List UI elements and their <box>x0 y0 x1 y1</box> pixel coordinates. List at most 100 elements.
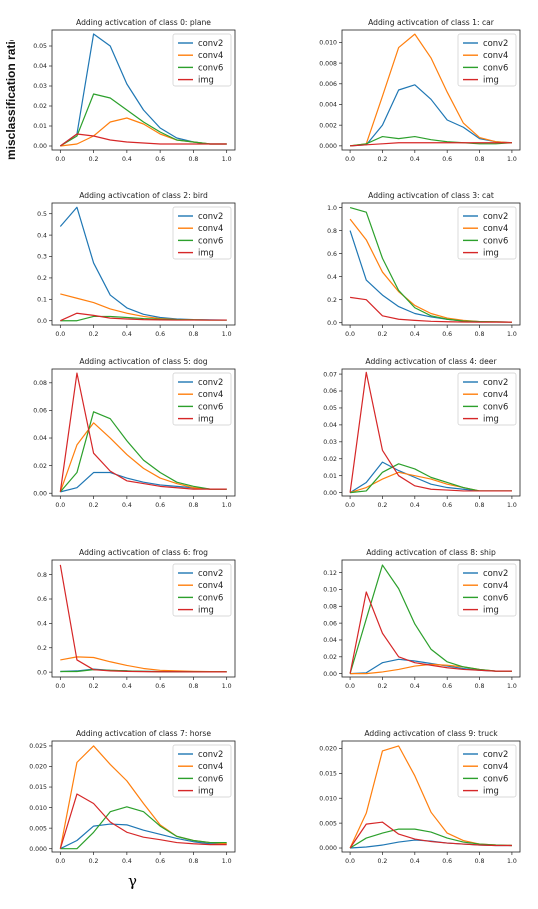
x-tick-label: 0.0 <box>55 331 65 338</box>
axes-frame <box>341 559 521 678</box>
y-tick-label: 0.04 <box>33 63 47 70</box>
y-tick-label: 0.000 <box>319 845 337 852</box>
x-tick-label: 0.8 <box>475 683 485 690</box>
axes-frame <box>341 202 521 326</box>
y-tick-label: 0.04 <box>323 422 337 429</box>
chart-title: Adding activcation of class 6: frog <box>79 548 208 557</box>
legend-entry-conv2: conv2 <box>198 568 223 578</box>
x-tick-label: 0.6 <box>155 502 165 509</box>
axes-frame <box>51 368 236 497</box>
y-tick-label: 0.05 <box>323 405 337 412</box>
x-tick-label: 0.2 <box>378 858 388 865</box>
x-tick-label: 0.6 <box>442 683 452 690</box>
x-tick-label: 0.0 <box>345 683 355 690</box>
series-line-img <box>59 564 227 673</box>
x-tick-label: 0.0 <box>55 858 65 865</box>
y-tick-label: 0.008 <box>319 60 337 67</box>
y-tick-label: 0.06 <box>33 408 47 415</box>
legend-entry-img: img <box>483 414 499 424</box>
y-tick-label: 0.08 <box>323 603 337 610</box>
legend-entry-conv2: conv2 <box>198 749 223 759</box>
x-tick-label: 0.6 <box>442 156 452 163</box>
x-tick-label: 0.8 <box>188 683 198 690</box>
y-tick-label: 0.06 <box>323 388 337 395</box>
y-tick-label: 0.025 <box>29 743 47 750</box>
x-tick-label: 0.8 <box>188 858 198 865</box>
legend-entry-conv4: conv4 <box>198 580 223 590</box>
legend-entry-img: img <box>483 248 499 258</box>
legend-entry-conv4: conv4 <box>198 761 223 771</box>
chart-title: Adding activcation of class 4: deer <box>365 357 497 366</box>
x-tick-label: 0.8 <box>188 502 198 509</box>
legend-box <box>172 206 232 260</box>
y-tick-label: 0.0 <box>37 669 47 676</box>
x-tick-label: 1.0 <box>222 156 232 163</box>
axes-frame <box>51 559 236 678</box>
legend-entry-conv2: conv2 <box>198 211 223 221</box>
chart-panel-5: Adding activcation of class 4: deer 0.0 0.… <box>323 357 521 509</box>
x-tick-label: 0.0 <box>55 683 65 690</box>
y-tick-label: 0.5 <box>37 211 47 218</box>
y-tick-label: 0.08 <box>33 380 47 387</box>
x-tick-label: 0.2 <box>89 502 99 509</box>
x-tick-label: 0.8 <box>475 858 485 865</box>
legend-entry-conv4: conv4 <box>483 50 508 60</box>
x-tick-label: 0.2 <box>378 156 388 163</box>
legend-entry-conv2: conv2 <box>483 377 508 387</box>
legend-box <box>172 33 232 87</box>
series-line-conv6 <box>60 806 227 850</box>
chart-title: Adding activcation of class 8: ship <box>366 548 496 557</box>
series-line-conv6 <box>350 135 512 147</box>
y-tick-label: 0.8 <box>37 572 47 579</box>
x-tick-label: 0.8 <box>475 331 485 338</box>
y-tick-label: 0.02 <box>33 103 47 110</box>
legend-entry-conv6: conv6 <box>483 401 508 411</box>
y-tick-label: 0.010 <box>319 795 337 802</box>
x-tick-label: 0.6 <box>155 331 165 338</box>
x-tick-label: 1.0 <box>222 858 232 865</box>
x-tick-label: 1.0 <box>507 156 517 163</box>
legend-entry-img: img <box>198 75 214 85</box>
y-tick-label: 0.2 <box>37 645 47 652</box>
legend-entry-conv2: conv2 <box>198 377 223 387</box>
chart-title: Adding activcation of class 2: bird <box>79 191 208 200</box>
series-line-img <box>349 591 512 674</box>
y-tick-label: 0.020 <box>319 746 337 753</box>
x-tick-label: 0.2 <box>378 502 388 509</box>
chart-panel-1: Adding activcation of class 1: car 0.0 0.2… <box>319 18 521 163</box>
y-tick-label: 0.1 <box>37 297 47 304</box>
legend-entry-img: img <box>483 75 499 85</box>
series-line-conv4 <box>350 33 512 147</box>
legend-entry-conv6: conv6 <box>483 592 508 602</box>
axes-frame <box>51 202 236 326</box>
y-tick-label: 0.01 <box>323 473 337 480</box>
legend-entry-conv2: conv2 <box>483 568 508 578</box>
x-tick-label: 1.0 <box>507 858 517 865</box>
x-tick-label: 0.8 <box>475 502 485 509</box>
series-line-img <box>59 133 227 147</box>
x-tick-label: 0.4 <box>410 331 420 338</box>
y-tick-label: 0.6 <box>37 596 47 603</box>
y-tick-label: 0.8 <box>327 228 337 235</box>
series-line-conv4 <box>59 422 227 493</box>
x-tick-label: 0.4 <box>410 683 420 690</box>
legend-box <box>457 744 517 798</box>
legend-entry-conv2: conv2 <box>483 38 508 48</box>
x-tick-label: 1.0 <box>222 683 232 690</box>
x-tick-label: 0.2 <box>89 683 99 690</box>
legend-entry-img: img <box>198 605 214 615</box>
legend-box <box>457 206 517 260</box>
y-tick-label: 0.02 <box>323 654 337 661</box>
legend-entry-img: img <box>198 786 214 796</box>
legend-entry-conv6: conv6 <box>198 401 223 411</box>
x-tick-label: 0.4 <box>410 858 420 865</box>
series-line-img <box>60 312 227 322</box>
y-tick-label: 0.010 <box>29 805 47 812</box>
legend-entry-conv6: conv6 <box>483 773 508 783</box>
series-line-img <box>59 372 227 492</box>
x-tick-label: 0.8 <box>188 156 198 163</box>
chart-panel-4: Adding activcation of class 5: dog 0.0 0.2… <box>33 357 236 509</box>
axes-frame <box>341 740 521 853</box>
y-tick-label: 0.06 <box>323 620 337 627</box>
